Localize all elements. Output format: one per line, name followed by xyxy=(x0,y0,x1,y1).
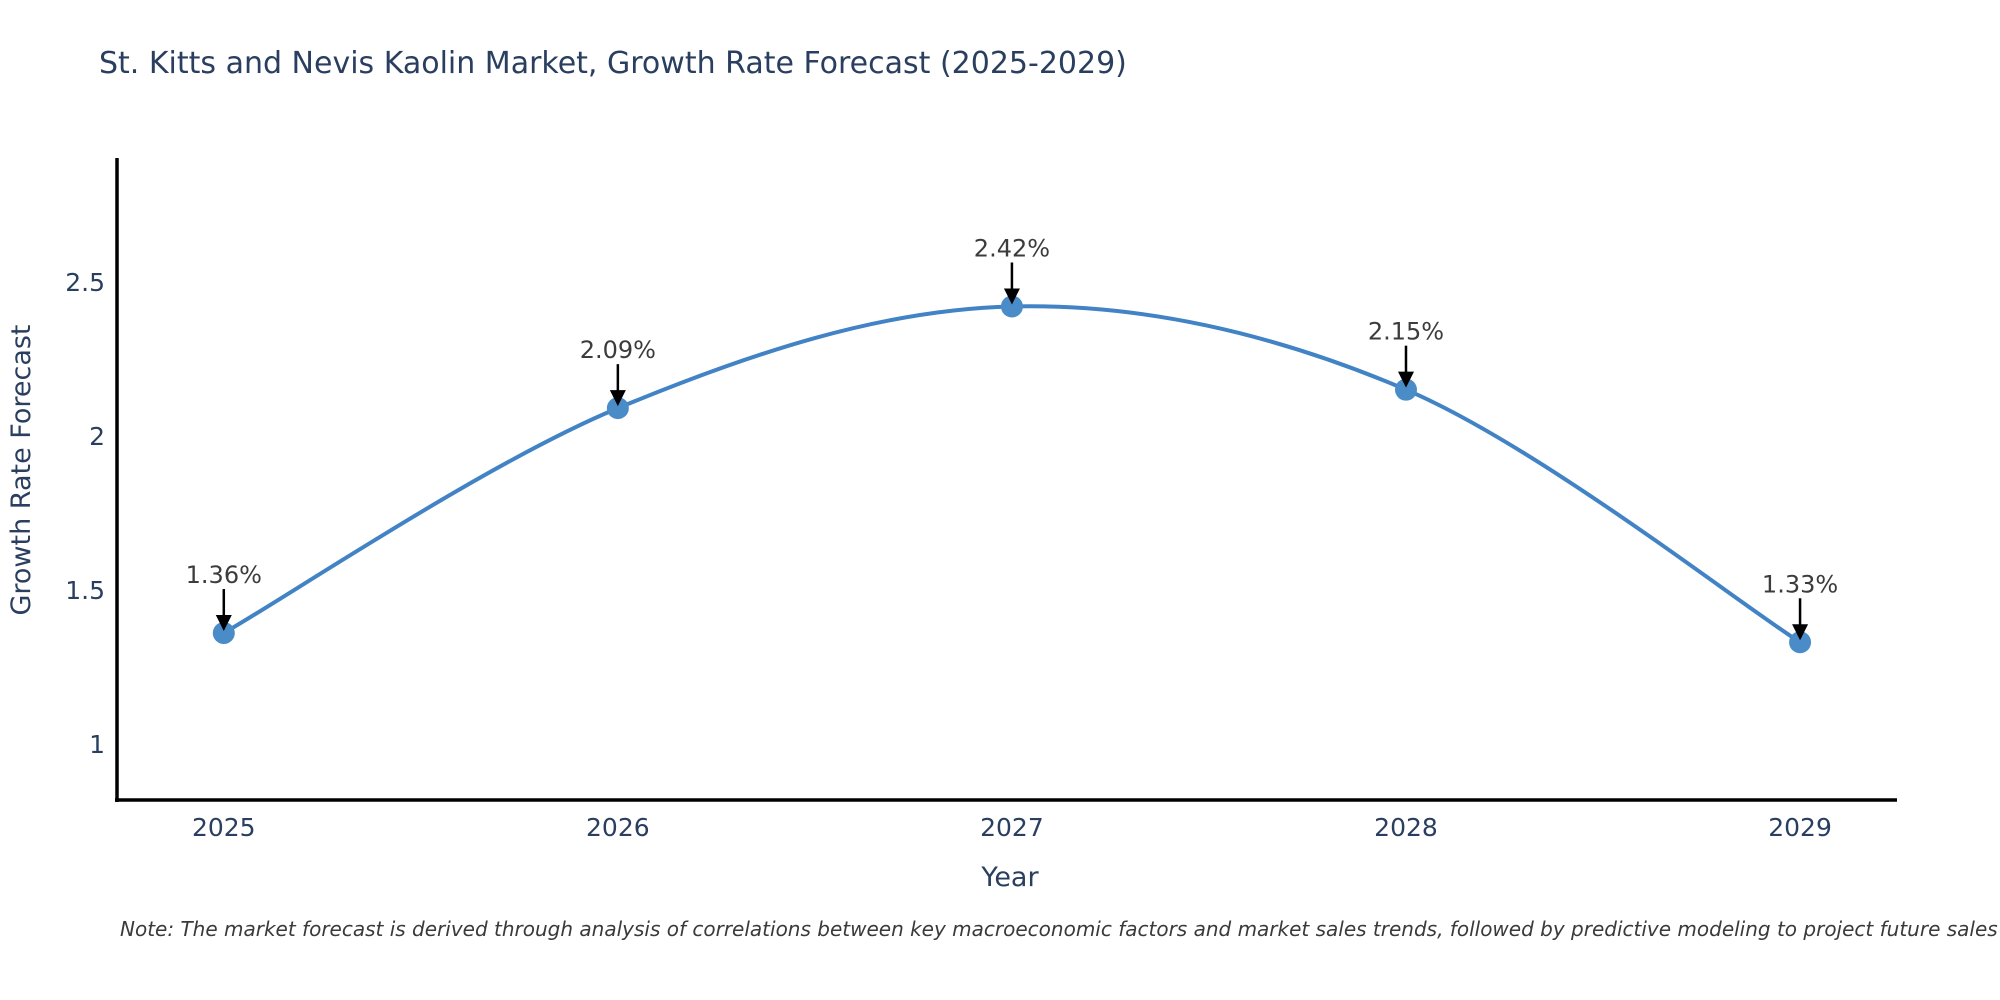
data-point-marker xyxy=(1000,295,1023,318)
x-tick-label: 2025 xyxy=(192,813,256,842)
x-tick-label: 2026 xyxy=(586,813,650,842)
data-point-marker xyxy=(1394,378,1417,401)
data-point-label: 2.42% xyxy=(974,234,1050,262)
chart-title: St. Kitts and Nevis Kaolin Market, Growt… xyxy=(99,46,1127,81)
annotation-arrowhead xyxy=(1397,371,1414,388)
data-point-marker xyxy=(606,397,629,420)
data-point-marker xyxy=(1789,631,1812,654)
annotation-arrowhead xyxy=(609,390,626,407)
annotation-arrowhead xyxy=(1003,288,1020,305)
forecast-line xyxy=(221,304,1803,645)
y-axis-title: Growth Rate Forecast xyxy=(6,324,37,615)
data-point-marker xyxy=(212,622,235,645)
annotation-arrowhead xyxy=(215,615,232,632)
data-point-label: 1.36% xyxy=(186,561,262,589)
y-tick-label: 1 xyxy=(89,730,105,759)
data-point-label: 2.09% xyxy=(580,336,656,364)
y-tick-label: 1.5 xyxy=(65,576,105,605)
plot-area: 1 1.5 2 2.5 2025 2026 2027 2028 2029 1.36% 2.09% 2.… xyxy=(65,158,1897,842)
y-tick-label: 2.5 xyxy=(65,268,105,297)
footnote: Note: The market forecast is derived thr… xyxy=(120,917,1998,941)
x-tick-label: 2027 xyxy=(980,813,1044,842)
annotation-arrowhead xyxy=(1792,624,1809,641)
x-tick-label: 2029 xyxy=(1768,813,1832,842)
x-tick-label: 2028 xyxy=(1374,813,1438,842)
data-point-label: 1.33% xyxy=(1762,570,1838,598)
x-axis-title: Year xyxy=(980,862,1039,893)
data-point-label: 2.15% xyxy=(1368,318,1444,346)
y-tick-label: 2 xyxy=(89,422,105,451)
